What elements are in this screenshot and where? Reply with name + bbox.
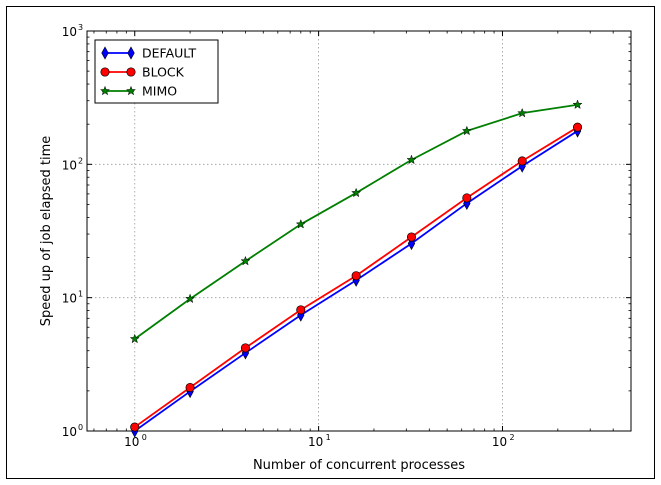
x-tick-label: 10 xyxy=(492,435,507,449)
data-point-mimo xyxy=(240,255,251,266)
legend-box xyxy=(94,39,219,104)
series-block xyxy=(130,122,583,432)
x-tick-exponent: 0 xyxy=(142,433,147,442)
legend-marker-block xyxy=(126,67,136,77)
data-point-mimo xyxy=(295,218,306,229)
data-point-mimo xyxy=(406,154,417,165)
series-default xyxy=(131,124,582,438)
x-tick-exponent: 2 xyxy=(509,433,514,442)
data-point-mimo xyxy=(185,293,196,304)
grid-lines xyxy=(87,31,631,431)
data-point-block xyxy=(240,343,250,353)
y-axis-label: Speed up of job elapsed time xyxy=(39,136,54,326)
data-point-mimo xyxy=(517,107,528,118)
legend-marker-block xyxy=(100,67,110,77)
data-point-mimo xyxy=(461,125,472,136)
x-tick-exponent: 1 xyxy=(326,433,331,442)
data-point-block xyxy=(296,305,306,315)
y-tick-exponent: 1 xyxy=(78,290,83,299)
data-point-mimo xyxy=(572,99,583,110)
x-tick-label: 10 xyxy=(308,435,323,449)
x-axis-label: Number of concurrent processes xyxy=(253,458,465,473)
y-tick-label: 10 xyxy=(62,158,77,172)
legend-label-mimo: MIMO xyxy=(142,84,177,99)
legend-marker-mimo xyxy=(99,85,111,96)
legend-label-block: BLOCK xyxy=(142,65,185,80)
series-layer xyxy=(129,99,583,438)
data-point-block xyxy=(517,156,527,166)
data-point-block xyxy=(185,382,195,393)
legend-entry-default: DEFAULT xyxy=(101,46,197,61)
legend-marker-default xyxy=(127,46,135,60)
data-point-mimo xyxy=(351,187,362,198)
data-point-block xyxy=(406,232,417,242)
data-point-mimo xyxy=(129,333,140,344)
data-point-block xyxy=(572,122,583,132)
legend: DEFAULT BLOCK MIMO xyxy=(94,39,219,104)
data-point-block xyxy=(130,422,140,432)
legend-label-default: DEFAULT xyxy=(142,46,197,61)
y-tick-label: 10 xyxy=(62,292,77,306)
axis-ticks: 10 0 10 1 10 210 010 110 210 3 xyxy=(62,23,631,449)
legend-entry-mimo: MIMO xyxy=(99,84,177,99)
y-tick-label: 10 xyxy=(62,25,77,39)
data-point-block xyxy=(462,193,472,203)
legend-entry-block: BLOCK xyxy=(100,65,185,80)
y-tick-exponent: 0 xyxy=(78,423,83,432)
series-mimo xyxy=(129,99,583,344)
x-tick-label: 10 xyxy=(124,435,139,449)
y-tick-label: 10 xyxy=(62,425,77,439)
series-line-mimo xyxy=(134,103,578,340)
data-point-block xyxy=(351,271,361,281)
plot-area xyxy=(86,30,632,432)
legend-marker-default xyxy=(101,46,109,60)
legend-marker-mimo xyxy=(125,85,137,96)
y-tick-exponent: 2 xyxy=(78,156,83,165)
y-tick-exponent: 3 xyxy=(78,23,83,32)
